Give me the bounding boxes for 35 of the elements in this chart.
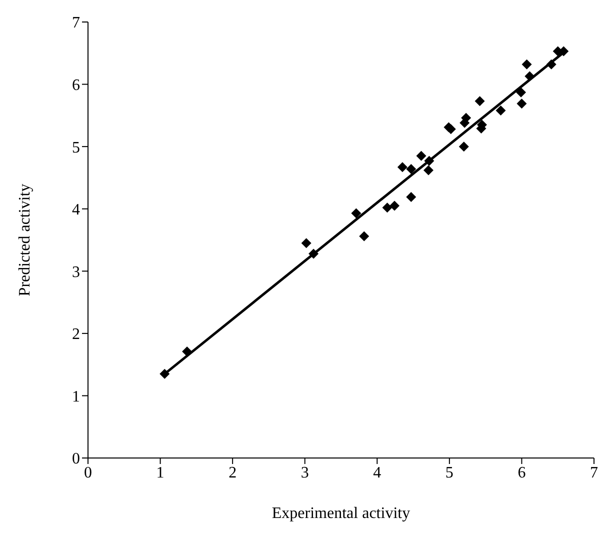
x-tick-label: 0 [84,464,92,482]
point [458,142,469,152]
point [516,87,526,98]
y-axis-title: Predicted activity [16,184,34,296]
point [516,98,527,109]
point [382,202,392,213]
point [496,105,506,116]
point [406,192,416,202]
point [301,238,312,248]
y-tick-label: 0 [72,450,80,468]
y-tick-label: 4 [72,202,80,219]
point [351,208,362,218]
y-tick-label: 7 [72,14,80,32]
point [406,164,416,174]
x-tick-label: 7 [590,464,598,482]
x-tick-label: 5 [445,464,454,482]
y-tick-label: 2 [72,326,80,344]
point [397,162,408,172]
point [461,112,472,123]
x-tick-label: 3 [300,464,309,482]
x-tick-label: 2 [228,464,237,482]
y-tick-label: 5 [72,139,80,156]
point [522,59,532,70]
x-tick-label: 1 [156,464,164,482]
point [474,96,485,106]
point [389,200,400,211]
x-tick-label: 6 [518,464,526,482]
x-tick-label: 4 [373,464,382,482]
point [359,231,370,242]
y-tick-label: 3 [72,264,80,281]
point [423,165,434,176]
x-axis-title: Experimental activity [272,505,410,522]
y-tick-label: 6 [72,76,80,94]
point [416,150,426,161]
y-tick-label: 1 [72,388,80,406]
